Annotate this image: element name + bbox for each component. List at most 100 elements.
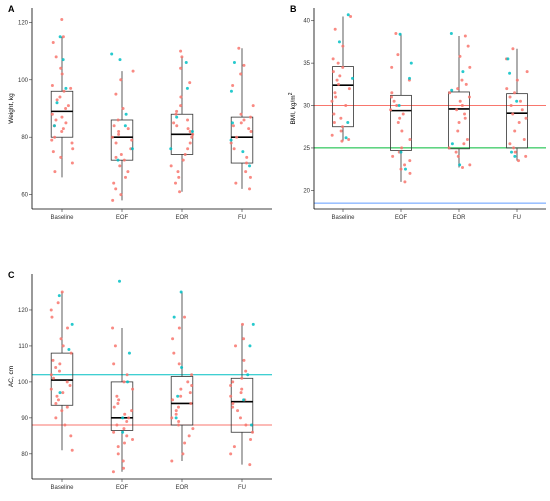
data-point bbox=[70, 322, 74, 326]
y-tick-label: 40 bbox=[303, 19, 310, 25]
x-tick-label: EOF bbox=[116, 485, 129, 491]
data-point bbox=[340, 139, 344, 143]
data-point bbox=[127, 416, 131, 420]
data-point bbox=[183, 152, 187, 156]
data-point bbox=[244, 423, 248, 427]
data-point bbox=[126, 380, 130, 384]
data-point bbox=[245, 161, 249, 165]
data-point bbox=[174, 112, 178, 116]
data-point bbox=[116, 452, 120, 456]
data-point bbox=[234, 181, 238, 185]
data-point bbox=[55, 394, 59, 398]
data-point bbox=[242, 358, 246, 362]
data-point bbox=[389, 95, 393, 99]
data-point bbox=[114, 92, 118, 96]
data-point bbox=[127, 351, 131, 355]
data-point bbox=[344, 136, 348, 140]
x-tick-label: EOR bbox=[452, 215, 466, 221]
data-point bbox=[244, 170, 248, 174]
data-point bbox=[336, 61, 340, 65]
data-point bbox=[60, 115, 64, 119]
data-point bbox=[332, 120, 336, 124]
data-point bbox=[57, 294, 61, 298]
data-point bbox=[123, 124, 127, 128]
data-point bbox=[399, 150, 403, 154]
data-point bbox=[191, 427, 195, 431]
data-point bbox=[183, 315, 187, 319]
data-point bbox=[61, 391, 65, 395]
data-point bbox=[117, 279, 121, 283]
data-point bbox=[242, 118, 246, 122]
data-point bbox=[229, 138, 233, 142]
data-point bbox=[401, 112, 405, 116]
data-point bbox=[338, 74, 342, 78]
y-tick-label: 20 bbox=[303, 188, 310, 194]
data-point bbox=[114, 155, 118, 159]
data-point bbox=[172, 351, 176, 355]
data-point bbox=[512, 146, 516, 150]
data-point bbox=[515, 78, 519, 82]
y-tick-label: 90 bbox=[21, 416, 28, 422]
data-point bbox=[65, 405, 69, 409]
data-point bbox=[242, 337, 246, 341]
data-point bbox=[177, 423, 181, 427]
data-point bbox=[241, 150, 245, 154]
data-point bbox=[181, 452, 185, 456]
data-point bbox=[240, 322, 244, 326]
data-point bbox=[111, 470, 115, 474]
data-point bbox=[117, 398, 121, 402]
data-point bbox=[248, 187, 252, 191]
data-point bbox=[242, 398, 246, 402]
data-point bbox=[447, 146, 451, 150]
data-point bbox=[117, 132, 121, 136]
data-point bbox=[249, 423, 253, 427]
data-point bbox=[55, 101, 59, 105]
data-point bbox=[59, 66, 63, 70]
data-point bbox=[64, 86, 68, 90]
data-point bbox=[390, 91, 394, 95]
data-point bbox=[60, 409, 64, 413]
data-point bbox=[242, 63, 246, 67]
box bbox=[50, 352, 74, 406]
data-point bbox=[125, 373, 129, 377]
data-point bbox=[231, 84, 235, 88]
data-point bbox=[111, 198, 115, 202]
data-point bbox=[395, 104, 399, 108]
data-point bbox=[231, 124, 235, 128]
data-point bbox=[403, 180, 407, 184]
data-point bbox=[454, 150, 458, 154]
data-point bbox=[229, 141, 233, 145]
data-point bbox=[125, 419, 129, 423]
data-point bbox=[69, 434, 73, 438]
data-point bbox=[118, 164, 122, 168]
x-tick-label: EOF bbox=[395, 215, 408, 221]
data-point bbox=[171, 337, 175, 341]
data-point bbox=[456, 154, 460, 158]
y-axis-title-superscript: 2 bbox=[288, 92, 294, 95]
data-point bbox=[458, 99, 462, 103]
data-point bbox=[49, 308, 53, 312]
data-point bbox=[331, 70, 335, 74]
data-point bbox=[178, 190, 182, 194]
data-point bbox=[341, 44, 345, 48]
data-point bbox=[179, 290, 183, 294]
data-point bbox=[69, 86, 73, 90]
data-point bbox=[190, 129, 194, 133]
data-point bbox=[330, 133, 334, 137]
data-point bbox=[55, 98, 59, 102]
data-point bbox=[112, 430, 116, 434]
data-point bbox=[51, 358, 55, 362]
data-point bbox=[400, 146, 404, 150]
data-point bbox=[117, 129, 121, 133]
data-point bbox=[110, 52, 114, 56]
data-point bbox=[346, 13, 350, 17]
data-point bbox=[235, 135, 239, 139]
data-point bbox=[61, 35, 65, 39]
y-tick-label: 110 bbox=[18, 344, 28, 350]
data-point bbox=[341, 65, 345, 69]
data-point bbox=[177, 326, 181, 330]
data-point bbox=[49, 387, 53, 391]
data-point bbox=[524, 154, 528, 158]
data-point bbox=[56, 398, 60, 402]
box bbox=[230, 377, 254, 433]
